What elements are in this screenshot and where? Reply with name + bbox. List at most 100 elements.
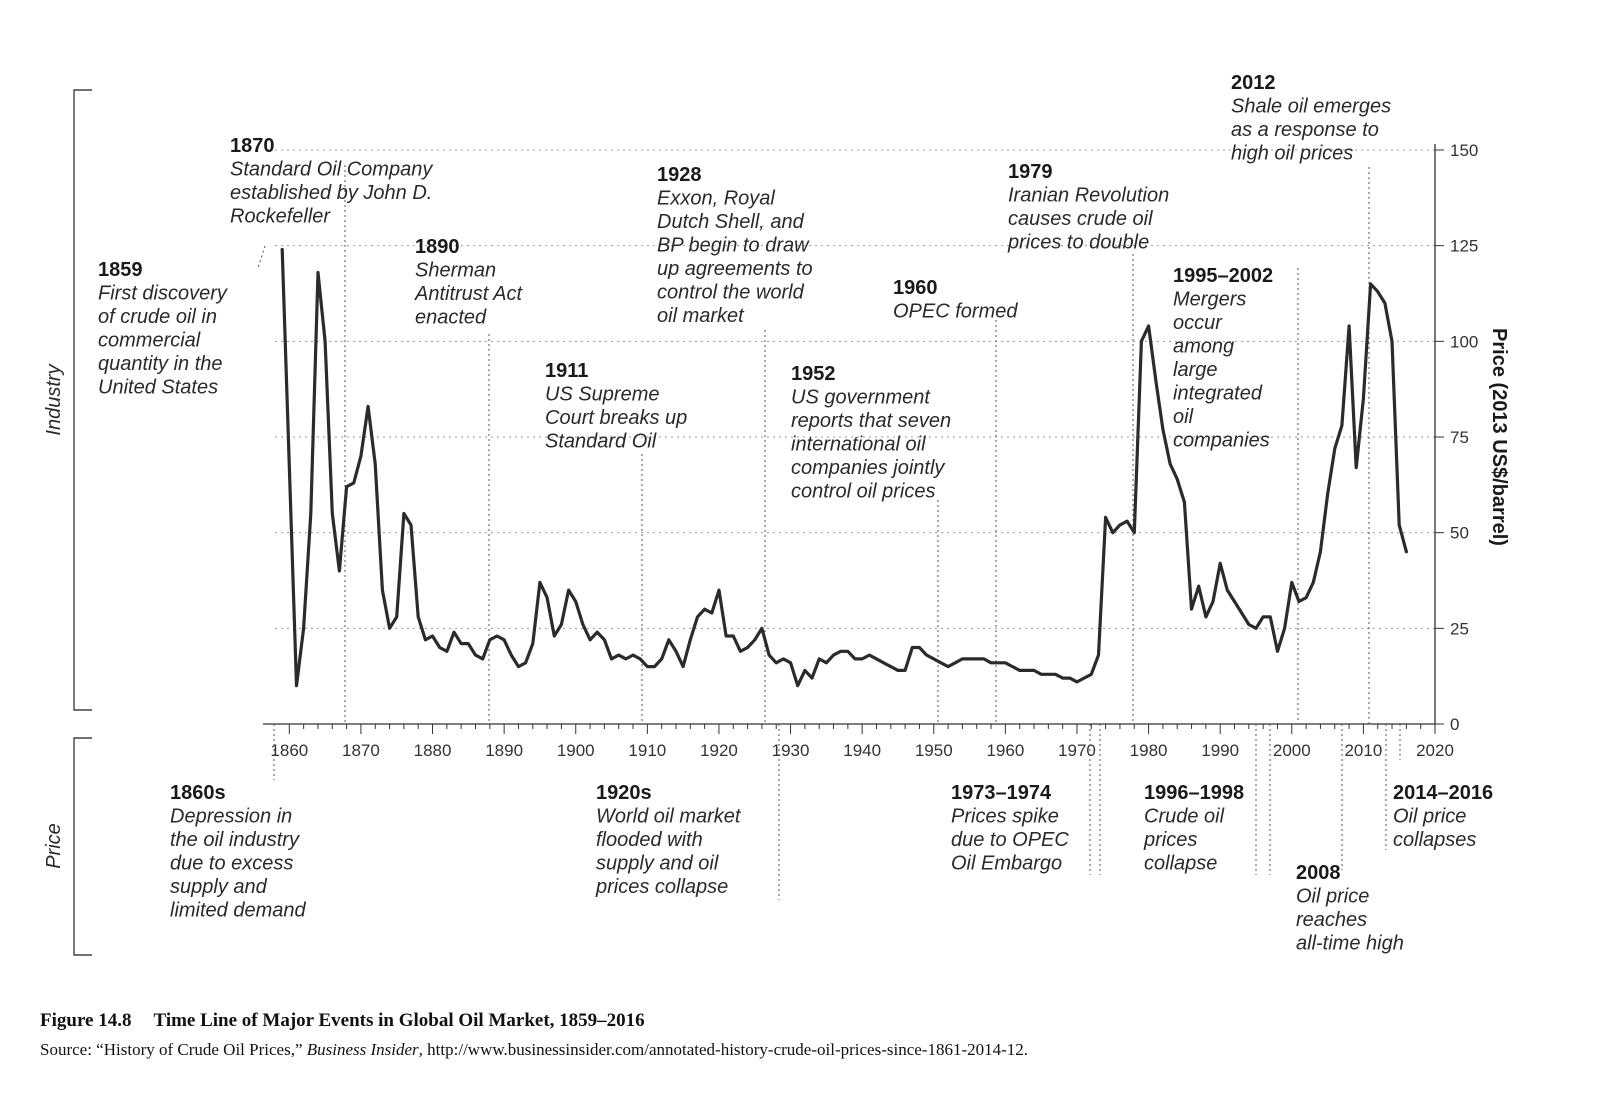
annotation-text-1960: OPEC formed (893, 301, 1018, 323)
annotation-text-1952: US government (791, 387, 931, 409)
annotation-text-1870: established by John D. (230, 182, 432, 204)
price-point-2000 (1290, 581, 1293, 584)
price-point-1920 (717, 588, 721, 592)
price-point-1935 (825, 661, 828, 664)
x-tick-label-1890: 1890 (485, 741, 523, 760)
price-point-1971 (1082, 676, 1086, 680)
price-point-1990 (1218, 562, 1222, 565)
price-point-1989 (1211, 600, 1215, 603)
annotation-year-1979: 1979 (1008, 161, 1053, 183)
price-point-1864 (316, 271, 320, 274)
annotation-1995-2002: 1995–2002Mergersoccuramonglargeintegrate… (1173, 265, 1273, 452)
price-point-1991 (1226, 588, 1229, 592)
price-point-1934 (817, 657, 821, 661)
price-point-1982 (1161, 428, 1165, 431)
price-point-1943 (882, 661, 885, 664)
price-point-1873 (381, 588, 384, 592)
figure-label: Figure 14.8 (40, 1010, 132, 1031)
price-point-1972 (1090, 673, 1093, 676)
price-point-1947 (911, 646, 914, 649)
price-point-1878 (417, 615, 420, 619)
bracket-label-industry: Industry (43, 363, 65, 435)
price-point-1915 (681, 665, 685, 668)
price-point-1986 (1190, 608, 1193, 611)
price-point-1931 (796, 684, 799, 687)
price-point-1988 (1204, 615, 1208, 619)
price-point-1980 (1147, 324, 1150, 328)
price-point-1862 (302, 627, 305, 630)
annotation-text-1860s: limited demand (170, 900, 307, 922)
y-tick-label-25: 25 (1450, 619, 1469, 638)
price-point-2013 (1383, 301, 1387, 305)
annotation-text-1860s: the oil industry (170, 829, 300, 851)
price-point-1895 (538, 581, 542, 584)
annotation-year-1911: 1911 (545, 360, 588, 382)
price-point-1963 (1025, 669, 1029, 672)
price-point-1925 (753, 638, 756, 642)
price-point-1893 (524, 661, 527, 664)
x-tick-label-1900: 1900 (557, 741, 595, 760)
x-tick-label-1950: 1950 (915, 741, 953, 760)
price-point-1936 (832, 653, 835, 657)
price-point-1957 (982, 657, 986, 661)
annotation-year-1928: 1928 (657, 164, 702, 186)
price-point-1909 (638, 657, 642, 661)
source-publication: Business Insider (306, 1040, 419, 1059)
price-point-2012 (1376, 290, 1379, 293)
annotation-text-1859: First discovery (98, 283, 228, 305)
price-point-1926 (760, 627, 764, 630)
price-point-1900 (574, 600, 577, 603)
price-point-1885 (467, 642, 470, 645)
price-point-1995 (1254, 627, 1258, 630)
annotation-text-1870: Standard Oil Company (230, 159, 433, 181)
x-tick-label-1930: 1930 (772, 741, 810, 760)
figure-title: Time Line of Major Events in Global Oil … (153, 1010, 645, 1031)
x-tick-label-1860: 1860 (270, 741, 308, 760)
annotation-text-2012: Shale oil emerges (1231, 96, 1391, 118)
price-point-1903 (596, 630, 599, 634)
price-point-1901 (581, 623, 585, 626)
price-point-1945 (896, 669, 900, 672)
price-point-1899 (567, 588, 570, 592)
annotation-year-1973-1974: 1973–1974 (951, 782, 1052, 804)
annotation-text-1973-1974: due to OPEC (951, 829, 1069, 851)
price-point-1933 (810, 676, 814, 680)
price-point-1941 (868, 653, 871, 657)
annotation-text-1860s: Depression in (170, 806, 292, 828)
price-point-1905 (610, 657, 613, 661)
price-point-1960 (1004, 661, 1007, 664)
price-point-1993 (1240, 611, 1243, 615)
price-point-1914 (674, 650, 678, 653)
price-point-1958 (989, 661, 993, 664)
y-tick-label-0: 0 (1450, 715, 1459, 734)
x-tick-label-1970: 1970 (1058, 741, 1096, 760)
grid-layer (275, 149, 1435, 629)
axis-layer: 1860 1870 1880 1890 1900 1910 1920 1930 1940 1950… (263, 141, 1510, 760)
annotation-text-1928: BP begin to draw (657, 235, 810, 257)
annotation-text-1890: Antitrust Act (414, 283, 524, 305)
annotation-text-1911: US Supreme (545, 384, 660, 406)
annotation-text-1860s: due to excess (170, 853, 293, 875)
price-point-1962 (1018, 669, 1021, 672)
price-point-1948 (918, 646, 921, 649)
annotation-year-1870: 1870 (230, 135, 275, 157)
price-point-1867 (338, 569, 341, 573)
price-point-1964 (1032, 669, 1036, 672)
series-layer (280, 247, 1408, 688)
x-tick-label-1940: 1940 (843, 741, 881, 760)
price-point-1998 (1276, 650, 1279, 653)
price-point-1973 (1097, 653, 1100, 657)
bracket-label-price: Price (43, 823, 65, 869)
annotation-text-1859: of crude oil in (98, 306, 217, 328)
price-point-1975 (1111, 531, 1114, 534)
price-point-1874 (388, 627, 391, 630)
source-line: Source: “History of Crude Oil Prices,” B… (40, 1040, 1580, 1060)
price-point-1871 (366, 405, 370, 408)
annotation-text-1979: Iranian Revolution (1008, 185, 1169, 207)
price-point-2003 (1312, 581, 1315, 584)
price-point-1987 (1197, 585, 1200, 588)
